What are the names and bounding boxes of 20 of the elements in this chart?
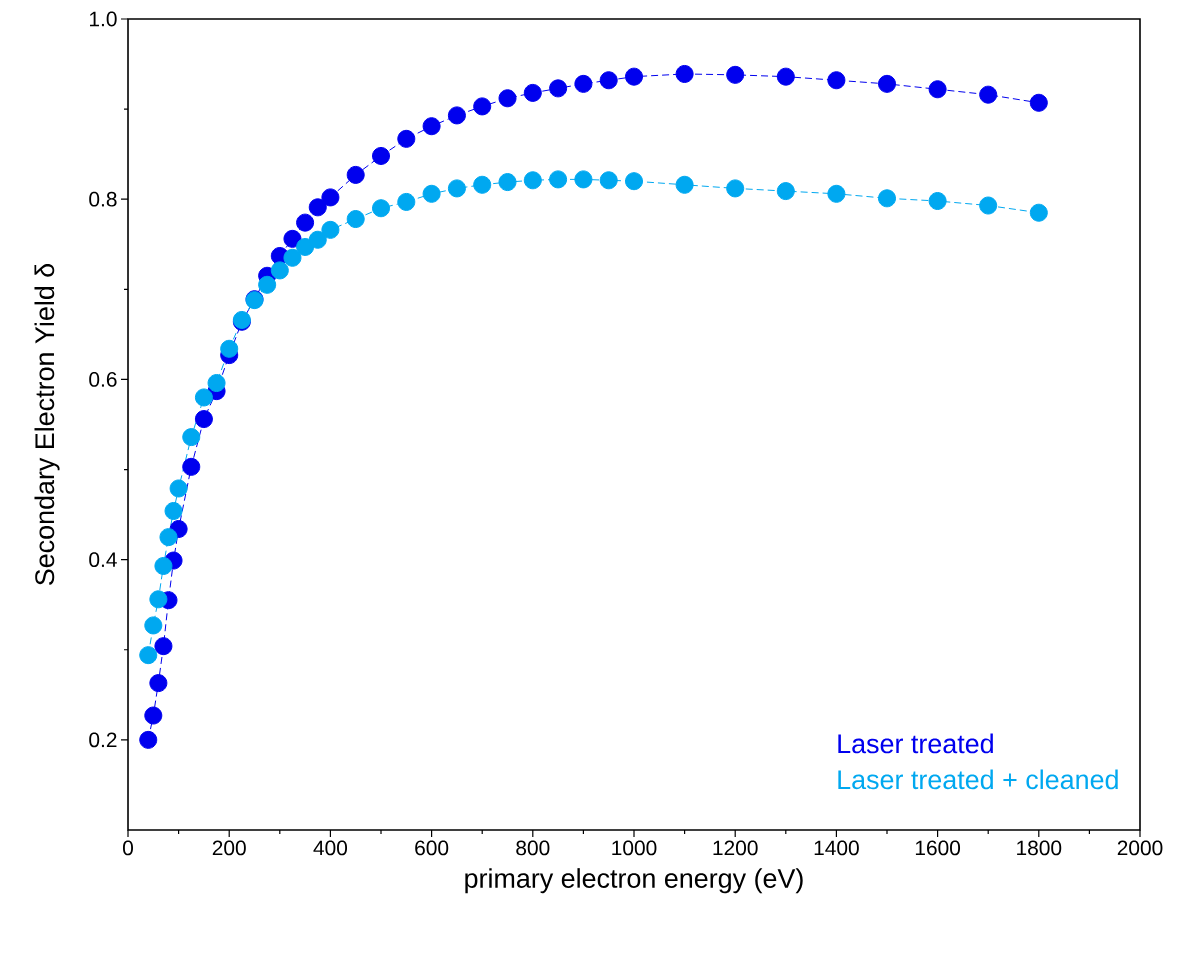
x-tick-label: 1600: [915, 840, 961, 856]
x-tick-label: 200: [212, 840, 246, 856]
x-tick-label: 1800: [1017, 840, 1062, 856]
y-tick-label: 0.8: [89, 191, 117, 207]
y-tick-label: 0.2: [89, 732, 117, 748]
x-tick-label: 1400: [814, 840, 859, 856]
x-tick-label: 400: [313, 840, 348, 856]
text: Laser treated: [838, 733, 993, 754]
y-tick-label: 0.4: [89, 552, 117, 568]
x-tick-label: 1200: [713, 840, 758, 856]
text: Laser treated + cleaned: [838, 769, 1118, 790]
y-axis-title: Secondary Electron Yield δ: [34, 263, 60, 586]
x-tick-label: 600: [415, 840, 449, 856]
y-tick-label: 0.6: [89, 372, 117, 387]
x-tick-label: 800: [516, 840, 550, 856]
x-tick-label: 0: [123, 840, 133, 856]
x-tick-label: 2000: [1117, 840, 1163, 856]
x-tick-label: 1000: [612, 840, 657, 856]
y-tick-label: 1.0: [90, 11, 117, 27]
x-axis-title: primary electron energy (eV): [465, 868, 803, 894]
